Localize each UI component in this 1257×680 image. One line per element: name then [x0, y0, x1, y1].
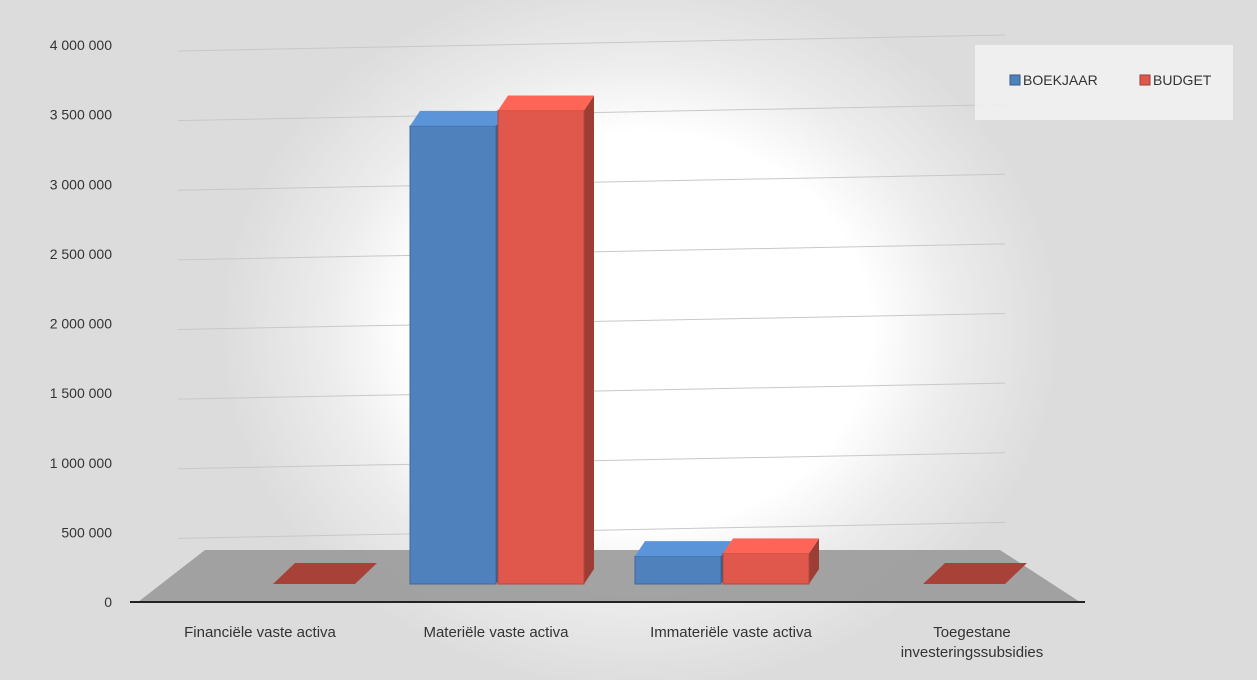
x-category-label: investeringssubsidies	[901, 644, 1044, 661]
y-tick-label: 0	[104, 594, 112, 610]
x-category-label: Toegestane	[933, 624, 1011, 641]
legend-swatch	[1009, 74, 1021, 86]
legend-label: BOEKJAAR	[1023, 72, 1098, 88]
y-tick-label: 2 000 000	[50, 316, 112, 332]
y-tick-label: 1 000 000	[50, 455, 112, 471]
x-category-label: Financiële vaste activa	[184, 624, 336, 641]
x-category-label: Immateriële vaste activa	[650, 624, 812, 641]
legend: BOEKJAAR BUDGET	[975, 45, 1233, 120]
y-tick-label: 500 000	[61, 524, 112, 540]
legend-label: BUDGET	[1153, 72, 1212, 88]
bar-budget-2	[722, 538, 819, 585]
y-tick-label: 3 500 000	[50, 107, 112, 123]
y-tick-label: 2 500 000	[50, 246, 112, 262]
bar-budget-0	[273, 563, 377, 584]
y-tick-label: 1 500 000	[50, 385, 112, 401]
bar-budget-1	[497, 95, 594, 585]
bar-budget-3	[923, 563, 1027, 584]
y-tick-label: 3 000 000	[50, 176, 112, 192]
bar-boekjaar-2	[634, 541, 731, 585]
gridline	[177, 34, 1006, 52]
y-tick-label: 4 000 000	[50, 37, 112, 53]
x-category-label: Materiële vaste activa	[423, 624, 569, 641]
legend-swatch	[1139, 74, 1151, 86]
bar-boekjaar-1	[409, 110, 506, 585]
